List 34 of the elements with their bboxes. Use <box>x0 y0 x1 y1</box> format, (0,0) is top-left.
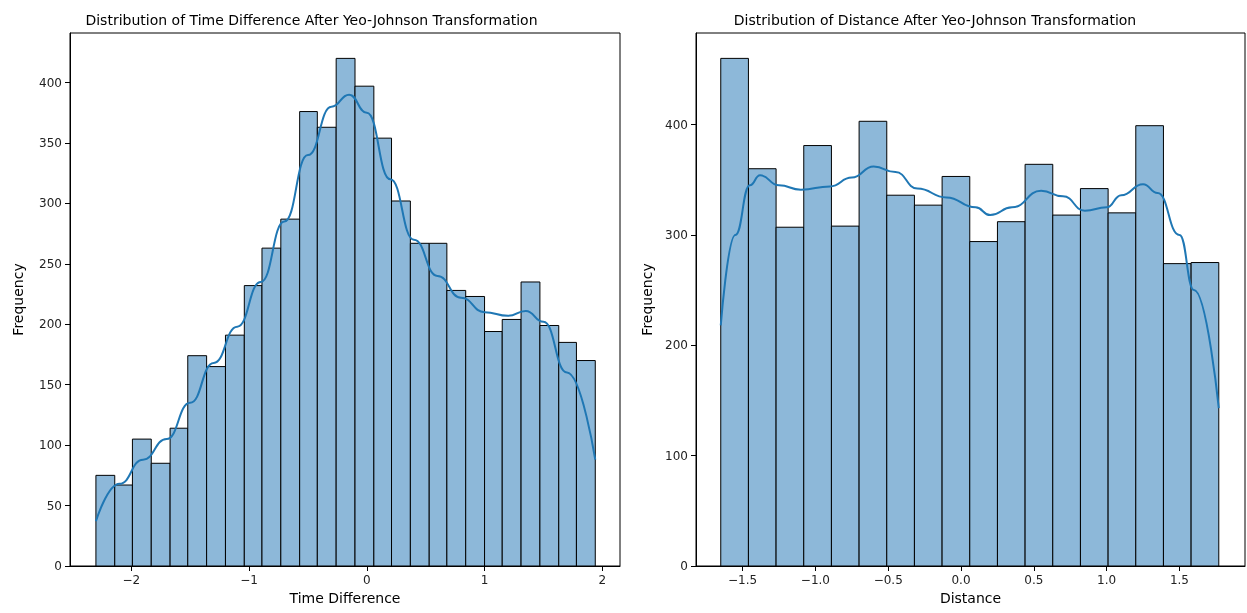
y-tick-label: 200 <box>665 338 688 353</box>
y-tick-label: 0 <box>54 559 62 573</box>
x-tick-label: −1.5 <box>728 573 758 587</box>
x-tick-label: −2 <box>122 573 141 587</box>
x-axis-title: Time Difference <box>288 589 401 606</box>
y-tick-label: 300 <box>665 227 688 242</box>
y-tick-label: 200 <box>39 317 62 332</box>
chart-title: Distribution of Time Difference After Yeo-Johnson Transformation <box>85 12 538 28</box>
x-tick-label: 1.5 <box>1169 573 1190 587</box>
y-tick-label: 350 <box>39 135 62 150</box>
y-tick-label: 150 <box>39 377 62 392</box>
x-tick-label: 2 <box>598 573 607 587</box>
y-tick-label: 100 <box>39 438 62 453</box>
y-axis-title: Frequency <box>639 263 655 336</box>
x-tick-label: 1.0 <box>1097 573 1117 587</box>
x-tick-label: −1 <box>240 573 258 587</box>
y-tick-label: 400 <box>39 75 62 90</box>
x-tick-label: −1.0 <box>800 573 830 587</box>
y-tick-label: 250 <box>39 256 62 271</box>
x-tick-label: 0 <box>362 573 371 587</box>
x-axis-title: Distance <box>939 589 1002 606</box>
y-tick-label: 100 <box>665 448 688 463</box>
x-tick-label: 0.0 <box>951 573 971 587</box>
y-tick-label: 300 <box>39 196 62 211</box>
chart-title: Distribution of Distance After Yeo-Johnson Transformation <box>733 12 1137 28</box>
line-series <box>719 165 1220 410</box>
x-tick-label: 0.5 <box>1024 573 1044 587</box>
y-axis-title: Frequency <box>10 263 26 336</box>
x-tick-label: 1 <box>480 573 489 587</box>
line-series <box>94 93 597 523</box>
x-tick-label: −0.5 <box>873 573 903 587</box>
y-tick-label: 400 <box>665 117 688 132</box>
y-tick-label: 50 <box>46 498 62 513</box>
y-tick-label: 0 <box>680 559 688 573</box>
